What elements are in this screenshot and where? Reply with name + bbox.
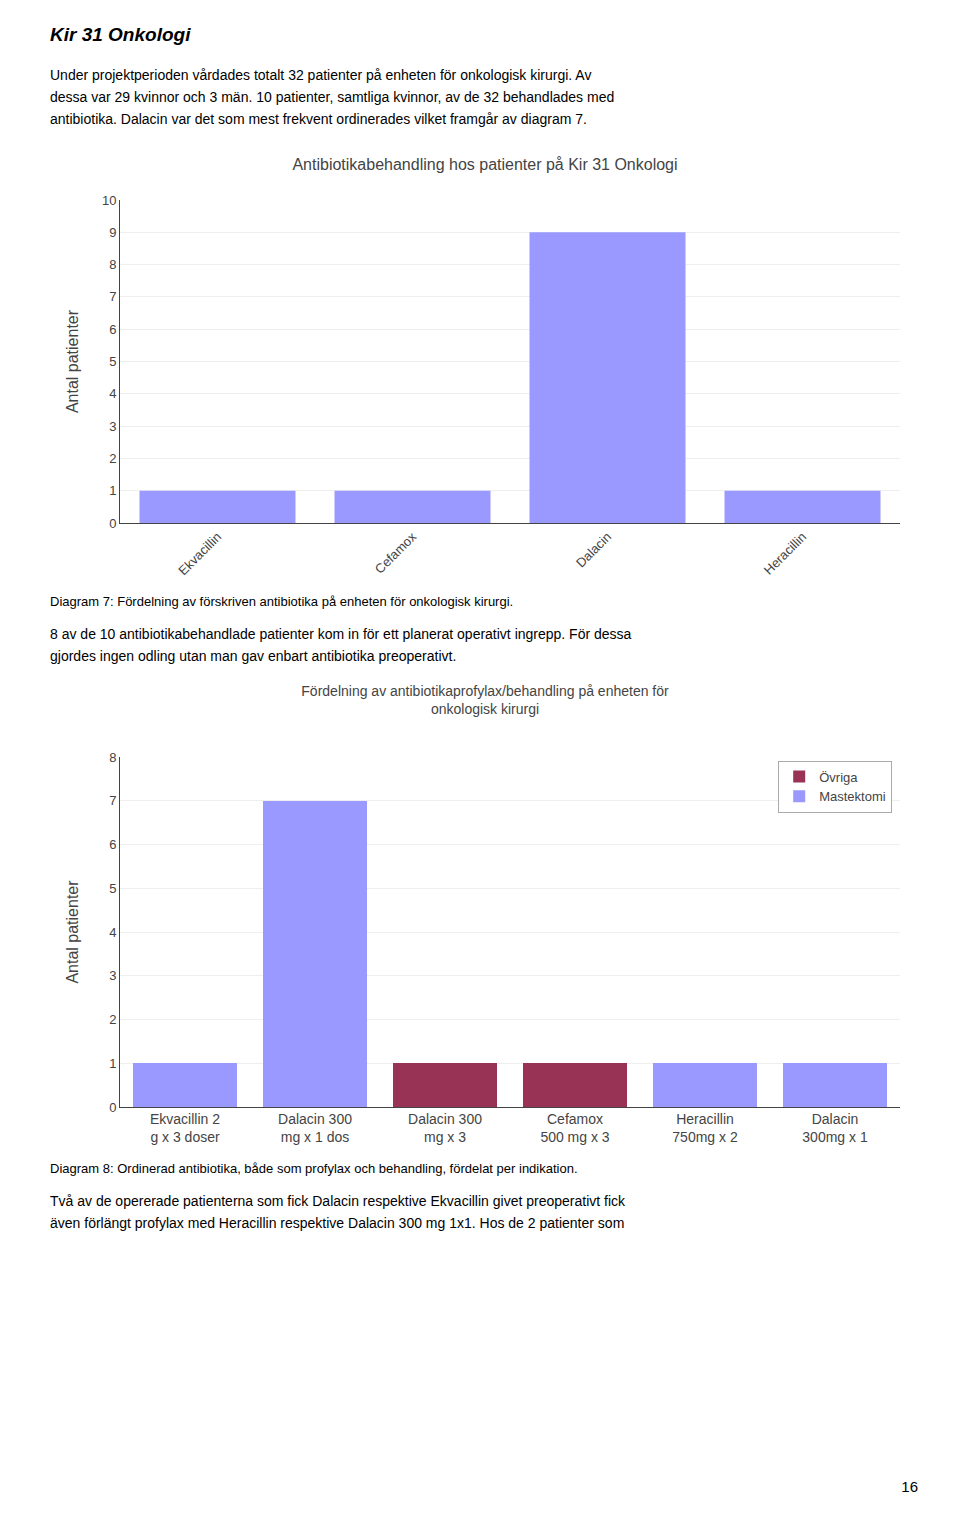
html-text:Under projektperioden vårdades: Under projektperioden vårdades totalt 32…: [50, 67, 592, 83]
svg-text:Dalacin: Dalacin: [573, 529, 614, 570]
svg-text:9: 9: [109, 225, 116, 240]
svg-text:Cefamox: Cefamox: [372, 529, 420, 577]
svg-text:Ekvacillin 2g x 3 doser: Ekvacillin 2g x 3 doser: [150, 1111, 220, 1145]
html-text:gjordes ingen odling utan man: gjordes ingen odling utan man gav enbart…: [50, 648, 457, 664]
svg-text:1: 1: [109, 483, 116, 498]
svg-text:2: 2: [109, 1012, 116, 1027]
html-text:antibiotika. Dalacin var det s: antibiotika. Dalacin var det som mest fr…: [50, 111, 587, 127]
svg-text:4: 4: [109, 925, 116, 940]
svg-text:3: 3: [109, 968, 116, 983]
html-text:Diagram 7: Fördelning av försk: Diagram 7: Fördelning av förskriven anti…: [50, 594, 514, 609]
svg-text:Mastektomi: Mastektomi: [819, 789, 886, 804]
svg-text:Fördelning av antibiotikaprofy: Fördelning av antibiotikaprofylax/behand…: [301, 683, 669, 717]
svg-text:10: 10: [102, 193, 116, 208]
svg-text:3: 3: [109, 419, 116, 434]
svg-text:Dalacin300mg x 1: Dalacin300mg x 1: [802, 1111, 868, 1145]
svg-text:8: 8: [109, 257, 116, 272]
svg-text:2: 2: [109, 451, 116, 466]
svg-text:6: 6: [109, 837, 116, 852]
svg-text:4: 4: [109, 386, 116, 401]
svg-text:6: 6: [109, 322, 116, 337]
svg-text:Heracillin750mg x 2: Heracillin750mg x 2: [672, 1111, 738, 1145]
svg-text:Antibiotikabehandling hos pati: Antibiotikabehandling hos patienter på K…: [292, 156, 677, 173]
html-text:dessa var 29 kvinnor och 3 män: dessa var 29 kvinnor och 3 män. 10 patie…: [50, 89, 615, 105]
html-text:Kir 31 Onkologi: Kir 31 Onkologi: [50, 24, 191, 45]
html-text:även förlängt profylax med Her: även förlängt profylax med Heracillin re…: [50, 1215, 625, 1231]
svg-text:7: 7: [109, 289, 116, 304]
svg-text:5: 5: [109, 354, 116, 369]
svg-text:0: 0: [109, 1100, 116, 1115]
svg-text:0: 0: [109, 516, 116, 531]
html-text:Två av de opererade patientern: Två av de opererade patienterna som fick…: [50, 1193, 626, 1209]
html-text:16: 16: [901, 1478, 918, 1495]
svg-text:Dalacin 300mg x 1 dos: Dalacin 300mg x 1 dos: [278, 1111, 352, 1145]
html-text:Diagram 8: Ordinerad antibioti: Diagram 8: Ordinerad antibiotika, både s…: [50, 1161, 578, 1176]
svg-text:Antal patienter: Antal patienter: [64, 309, 81, 413]
svg-text:Ekvacillin: Ekvacillin: [175, 529, 224, 578]
svg-text:Antal patienter: Antal patienter: [64, 880, 81, 984]
svg-text:Övriga: Övriga: [819, 770, 858, 785]
svg-text:1: 1: [109, 1056, 116, 1071]
svg-text:Dalacin 300mg x 3: Dalacin 300mg x 3: [408, 1111, 482, 1145]
svg-text:Heracillin: Heracillin: [761, 529, 809, 577]
html-text:8 av de 10 antibiotikabehandla: 8 av de 10 antibiotikabehandlade patient…: [50, 626, 632, 642]
svg-text:Cefamox500 mg x 3: Cefamox500 mg x 3: [540, 1111, 609, 1145]
svg-text:5: 5: [109, 881, 116, 896]
svg-text:7: 7: [109, 793, 116, 808]
svg-text:8: 8: [109, 750, 116, 765]
